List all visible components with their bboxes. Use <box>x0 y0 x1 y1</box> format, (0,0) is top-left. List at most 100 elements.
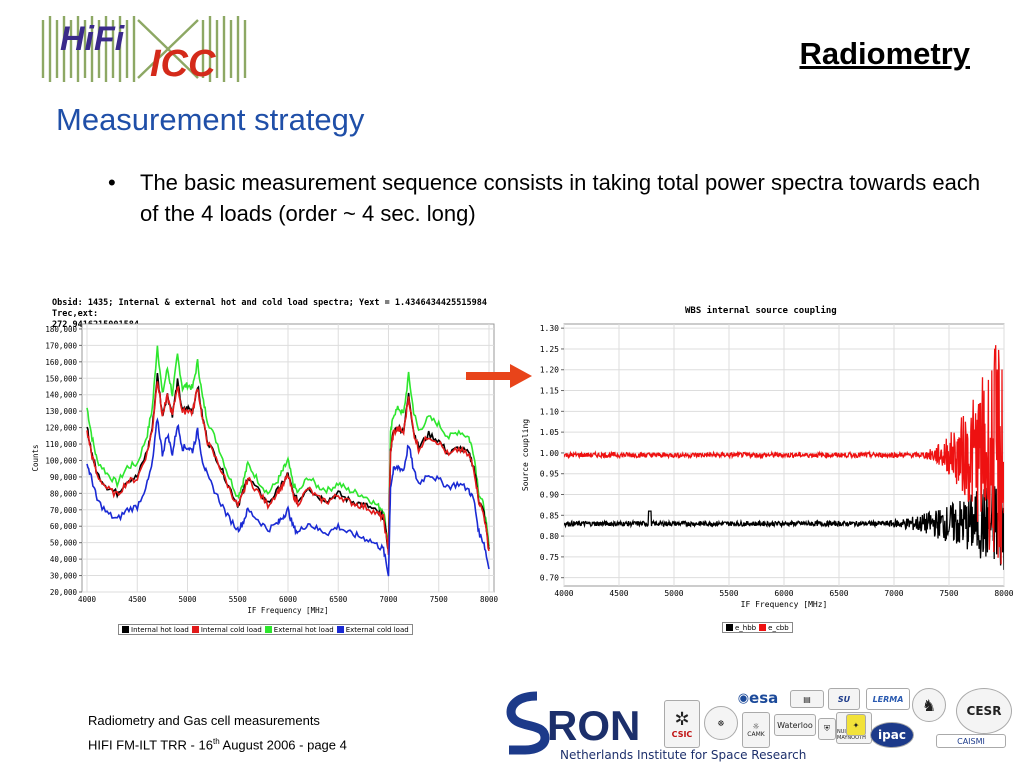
partner-badge-logo: ▤ <box>790 690 824 708</box>
waterloo-logo: Waterloo <box>774 714 816 736</box>
chart2-title: WBS internal source coupling <box>685 306 837 316</box>
legend-item: Internal hot load <box>122 626 189 634</box>
x-tick-label: 8000 <box>480 595 499 604</box>
y-tick-label: 0.75 <box>540 553 559 562</box>
legend-label: Internal hot load <box>131 625 189 634</box>
camk-emblem-icon: ☼ <box>752 722 760 731</box>
x-tick-label: 4000 <box>554 589 573 598</box>
csic-emblem-icon: ✲ <box>674 709 690 730</box>
y-tick-label: 1.15 <box>540 387 559 396</box>
y-tick-label: 70,000 <box>50 506 78 515</box>
lerma-label: LERMA <box>872 694 904 704</box>
cesr-label: CESR <box>966 704 1002 718</box>
footer-line-1: Radiometry and Gas cell measurements <box>88 713 320 728</box>
legend-swatch <box>122 626 129 633</box>
y-tick-label: 0.85 <box>540 511 559 520</box>
chart1-title-line1: Obsid: 1435; Internal & external hot and… <box>52 298 487 319</box>
legend-label: External hot load <box>273 625 334 634</box>
legend-swatch <box>191 626 199 633</box>
ipac-logo: ipac <box>870 722 914 748</box>
y-tick-label: 170,000 <box>45 341 77 350</box>
chart1-legend: Internal hot load Internal cold load Exter… <box>118 624 413 635</box>
cesr-logo: CESR <box>956 688 1012 734</box>
x-tick-label: 4500 <box>609 589 628 598</box>
x-axis-label: IF Frequency [MHz] <box>247 606 328 615</box>
esa-label: esa <box>749 689 779 707</box>
y-tick-label: 0.70 <box>540 574 559 583</box>
y-tick-label: 1.10 <box>540 407 559 416</box>
y-tick-label: 150,000 <box>45 374 77 383</box>
lerma-logo: LERMA <box>866 688 910 710</box>
x-tick-label: 7000 <box>884 589 903 598</box>
slide-title: Measurement strategy <box>56 102 365 137</box>
y-tick-label: 160,000 <box>45 358 77 367</box>
y-tick-label: 90,000 <box>50 473 78 482</box>
series-line-internal-cold-load <box>86 381 490 555</box>
csic-label: CSIC <box>671 730 693 739</box>
x-tick-label: 5500 <box>719 589 738 598</box>
series-line-e_hbb <box>564 484 1004 570</box>
legend-label: e_cbb <box>768 623 789 632</box>
caismi-label: CAISMI <box>957 736 985 746</box>
su-label: SU <box>837 694 851 704</box>
y-tick-label: 0.95 <box>540 470 559 479</box>
su-logo: SU <box>828 688 860 710</box>
x-tick-label: 5500 <box>229 595 248 604</box>
esa-logo: ◉ esa <box>730 688 786 708</box>
y-tick-label: 110,000 <box>45 440 77 449</box>
x-tick-label: 6000 <box>279 595 298 604</box>
y-tick-label: 80,000 <box>50 489 78 498</box>
y-axis-label: Source coupling <box>521 419 530 491</box>
y-tick-label: 1.30 <box>540 324 559 333</box>
legend-swatch <box>759 624 767 631</box>
x-tick-label: 4500 <box>128 595 147 604</box>
y-axis-label: Counts <box>31 444 40 471</box>
shield-logo: ⛨ <box>818 718 836 740</box>
y-tick-label: 20,000 <box>50 588 78 597</box>
y-tick-label: 1.20 <box>540 366 559 375</box>
observatory-icon: ♞ <box>921 695 937 715</box>
legend-item: e_cbb <box>759 624 789 632</box>
seal-logo: ☸ <box>704 706 738 740</box>
x-tick-label: 5000 <box>664 589 683 598</box>
counts-spectra-chart: 4000 4500 5000 5500 6000 6500 7000 7500 8000 20,0… <box>31 323 499 615</box>
x-tick-label: 7500 <box>430 595 449 604</box>
x-tick-label: 6000 <box>774 589 793 598</box>
x-tick-label: 5000 <box>178 595 197 604</box>
legend-item: External hot load <box>264 625 334 634</box>
legend-swatch <box>264 626 272 633</box>
yellow-emblem-icon: ✦ <box>852 720 860 730</box>
yellow-emblem-logo: ✦ <box>846 714 866 736</box>
sron-subtitle: Netherlands Institute for Space Research <box>560 748 807 762</box>
x-tick-label: 7000 <box>379 595 398 604</box>
y-tick-label: 0.80 <box>540 532 559 541</box>
source-coupling-chart: 4000 4500 5000 5500 6000 6500 7000 7500 8000 0.70… <box>521 323 1014 609</box>
chart2-legend: e_hbb e_cbb <box>722 622 793 633</box>
nui-label: NUI MAYNOOTH <box>837 729 866 741</box>
legend-item: e_hbb <box>726 624 756 632</box>
y-tick-label: 100,000 <box>45 456 77 465</box>
bullet-list: • The basic measurement sequence consist… <box>108 167 988 229</box>
legend-swatch <box>726 624 733 631</box>
y-tick-label: 1.00 <box>540 449 559 458</box>
observatory-logo: ♞ <box>912 688 946 722</box>
ipac-label: ipac <box>878 728 906 742</box>
waterloo-label: Waterloo <box>777 720 813 730</box>
y-tick-label: 140,000 <box>45 391 77 400</box>
series-line-external-cold-load <box>86 417 490 577</box>
sron-logo: RON <box>506 691 640 755</box>
y-tick-label: 40,000 <box>50 555 78 564</box>
y-tick-label: 60,000 <box>50 522 78 531</box>
badge-icon: ▤ <box>803 694 811 704</box>
camk-label: CAMK <box>747 731 765 738</box>
y-tick-label: 50,000 <box>50 539 78 548</box>
y-tick-label: 1.25 <box>540 345 559 354</box>
y-tick-label: 130,000 <box>45 407 77 416</box>
y-tick-label: 30,000 <box>50 572 78 581</box>
footer-line-2-sup: th <box>212 737 220 746</box>
seal-icon: ☸ <box>717 718 725 728</box>
bullet-glyph: • <box>108 170 116 195</box>
esa-icon: ◉ <box>737 690 750 706</box>
sron-text: RON <box>547 702 640 749</box>
y-tick-label: 120,000 <box>45 424 77 433</box>
